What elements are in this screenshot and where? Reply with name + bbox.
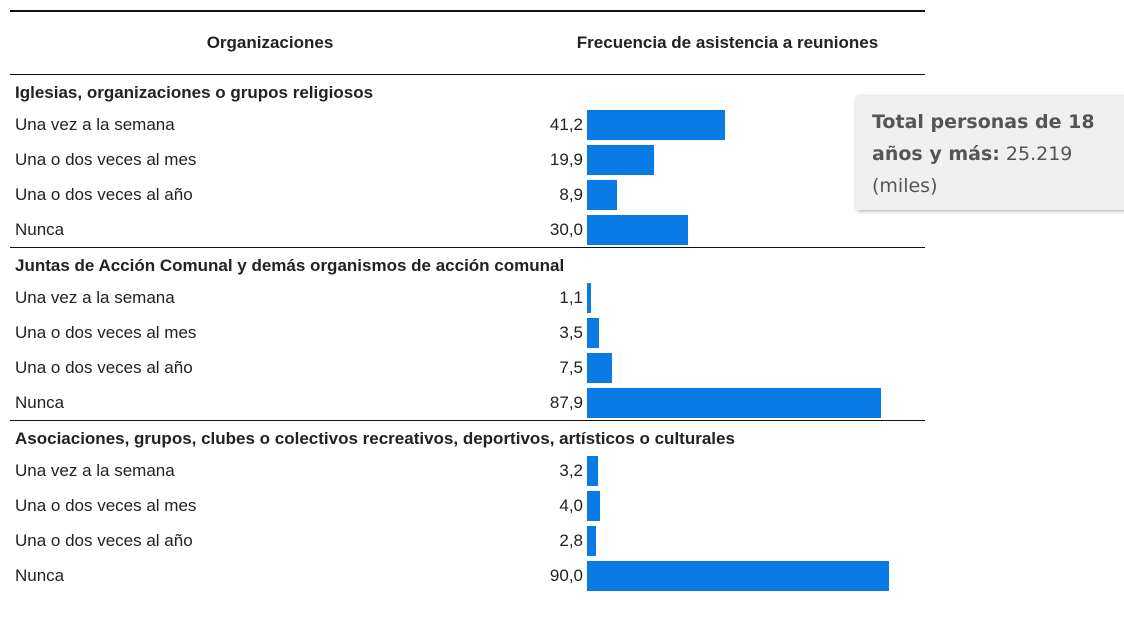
category-label: Nunca <box>15 565 65 585</box>
bar <box>587 282 591 313</box>
row: Una o dos veces al año 7,5 <box>10 350 925 385</box>
row: Una vez a la semana 3,2 <box>10 453 925 488</box>
value-label: 7,5 <box>559 357 583 377</box>
value-label: 41,2 <box>549 114 583 134</box>
bar <box>587 490 601 521</box>
row: Nunca 87,9 <box>10 385 925 420</box>
value-label: 30,0 <box>549 219 583 239</box>
bar <box>587 525 597 556</box>
bar <box>587 352 613 383</box>
annotation: Total personas de 18 años y más: 25.219 … <box>856 96 1124 210</box>
annotation-label: Total personas de 18 años y más: <box>872 111 1095 165</box>
row: Una vez a la semana 41,2 <box>10 107 925 142</box>
group-title: Iglesias, organizaciones o grupos religi… <box>15 83 374 102</box>
bar <box>587 317 599 348</box>
annotation-value: 25.219 <box>1005 143 1073 165</box>
annotation-unit: (miles) <box>872 175 938 197</box>
row: Una o dos veces al mes 4,0 <box>10 488 925 523</box>
row: Una o dos veces al mes 19,9 <box>10 142 925 177</box>
bar <box>587 214 688 245</box>
category-label: Una o dos veces al año <box>15 530 193 550</box>
category-label: Una o dos veces al mes <box>15 495 197 515</box>
category-label: Una o dos veces al mes <box>15 322 197 342</box>
value-label: 3,2 <box>559 460 583 480</box>
group: Asociaciones, grupos, clubes o colectivo… <box>10 421 925 593</box>
group-title: Juntas de Acción Comunal y demás organis… <box>15 256 565 275</box>
row: Una o dos veces al año 8,9 <box>10 177 925 212</box>
group: Iglesias, organizaciones o grupos religi… <box>10 75 925 248</box>
category-label: Una vez a la semana <box>15 287 175 307</box>
category-label: Una o dos veces al año <box>15 184 193 204</box>
row: Una o dos veces al año 2,8 <box>10 523 925 558</box>
value-label: 19,9 <box>549 149 583 169</box>
bar <box>587 455 598 486</box>
group: Juntas de Acción Comunal y demás organis… <box>10 248 925 421</box>
bar <box>587 387 882 418</box>
table: Organizaciones Frecuencia de asistencia … <box>10 10 925 593</box>
category-label: Nunca <box>15 392 65 412</box>
value-label: 1,1 <box>559 287 583 307</box>
row: Nunca 90,0 <box>10 558 925 593</box>
value-label: 3,5 <box>559 322 583 342</box>
bar <box>587 109 726 140</box>
row: Una vez a la semana 1,1 <box>10 280 925 315</box>
category-label: Nunca <box>15 219 65 239</box>
value-label: 90,0 <box>549 565 583 585</box>
value-label: 87,9 <box>549 392 583 412</box>
bar <box>587 144 654 175</box>
bar <box>587 179 617 210</box>
category-label: Una vez a la semana <box>15 114 175 134</box>
category-label: Una o dos veces al mes <box>15 149 197 169</box>
value-label: 2,8 <box>559 530 583 550</box>
value-label: 4,0 <box>559 495 583 515</box>
bar <box>587 560 889 591</box>
row: Nunca 30,0 <box>10 212 925 247</box>
column-header: Frecuencia de asistencia a reuniones <box>576 33 879 52</box>
category-label: Una vez a la semana <box>15 460 175 480</box>
column-header: Organizaciones <box>206 33 334 52</box>
row: Una o dos veces al mes 3,5 <box>10 315 925 350</box>
group-title: Asociaciones, grupos, clubes o colectivo… <box>15 429 735 448</box>
category-label: Una o dos veces al año <box>15 357 193 377</box>
value-label: 8,9 <box>559 184 583 204</box>
header-row: Organizaciones Frecuencia de asistencia … <box>10 12 925 75</box>
